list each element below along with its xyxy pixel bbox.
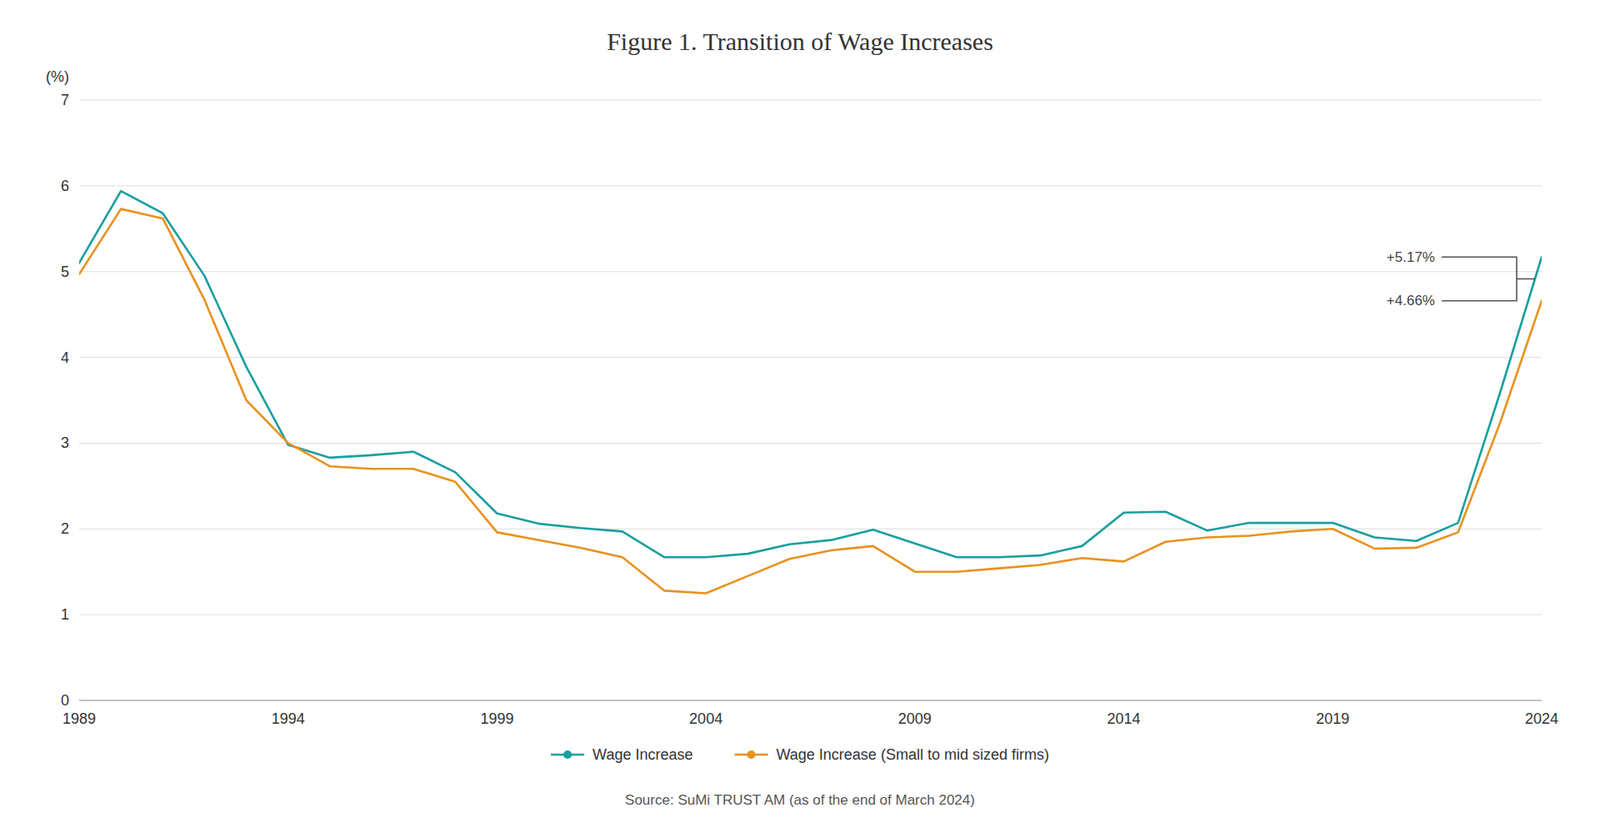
grid-line — [79, 270, 1542, 272]
annotation-pointer — [1516, 278, 1535, 280]
grid-line — [79, 700, 1542, 701]
annotation-label: +5.17% — [1386, 249, 1435, 265]
y-tick-label: 7 — [60, 91, 70, 109]
legend-item: Wage Increase — [550, 745, 693, 763]
legend-item: Wage Increase (Small to mid sized firms) — [734, 745, 1049, 763]
y-tick-label: 6 — [60, 177, 70, 195]
x-tick-label: 1989 — [62, 710, 96, 727]
x-tick-label: 2014 — [1107, 710, 1141, 727]
grid-line — [79, 442, 1542, 444]
grid-line — [79, 356, 1542, 358]
y-tick-label: 2 — [60, 520, 70, 537]
legend-label: Wage Increase — [592, 745, 693, 763]
legend-marker — [563, 750, 572, 759]
grid-line — [79, 100, 1542, 101]
y-tick-label: 5 — [60, 263, 70, 280]
y-axis-label: (%) — [45, 68, 70, 85]
x-tick-label: 1999 — [480, 710, 514, 727]
title: Figure 1. Transition of Wage Increases — [606, 27, 994, 55]
annotation-bracket — [1441, 256, 1517, 279]
plot-area — [79, 190, 1542, 593]
legend-label: Wage Increase (Small to mid sized firms) — [775, 745, 1049, 763]
legend: Wage Increase Wage Increase (Small to mid… — [550, 745, 1050, 763]
annotation-label: +4.66% — [1386, 292, 1435, 309]
x-tick-label: 2004 — [689, 710, 723, 727]
x-axis-line — [79, 700, 1542, 701]
legend-marker — [746, 750, 755, 759]
series-line — [79, 209, 1542, 594]
grid-line — [79, 614, 1542, 615]
annotations: +5.17% +4.66% — [1386, 249, 1535, 309]
y-tick-label: 3 — [60, 434, 70, 451]
grid-line — [79, 185, 1542, 186]
chart: Figure 1. Transition of Wage Increases (%… — [0, 0, 1600, 828]
x-tick-label: 2009 — [898, 710, 932, 727]
y-tick-label: 1 — [60, 605, 70, 623]
series-line — [79, 190, 1542, 557]
x-tick-label: 1994 — [271, 710, 305, 727]
grid — [79, 100, 1542, 700]
y-tick-label: 0 — [60, 691, 70, 709]
x-tick-label: 2019 — [1315, 710, 1350, 727]
y-tick-label: 4 — [60, 349, 70, 366]
source: Source: SuMi TRUST AM (as of the end of … — [625, 791, 975, 808]
x-tick-label: 2024 — [1525, 710, 1559, 727]
annotation-bracket — [1441, 278, 1517, 300]
